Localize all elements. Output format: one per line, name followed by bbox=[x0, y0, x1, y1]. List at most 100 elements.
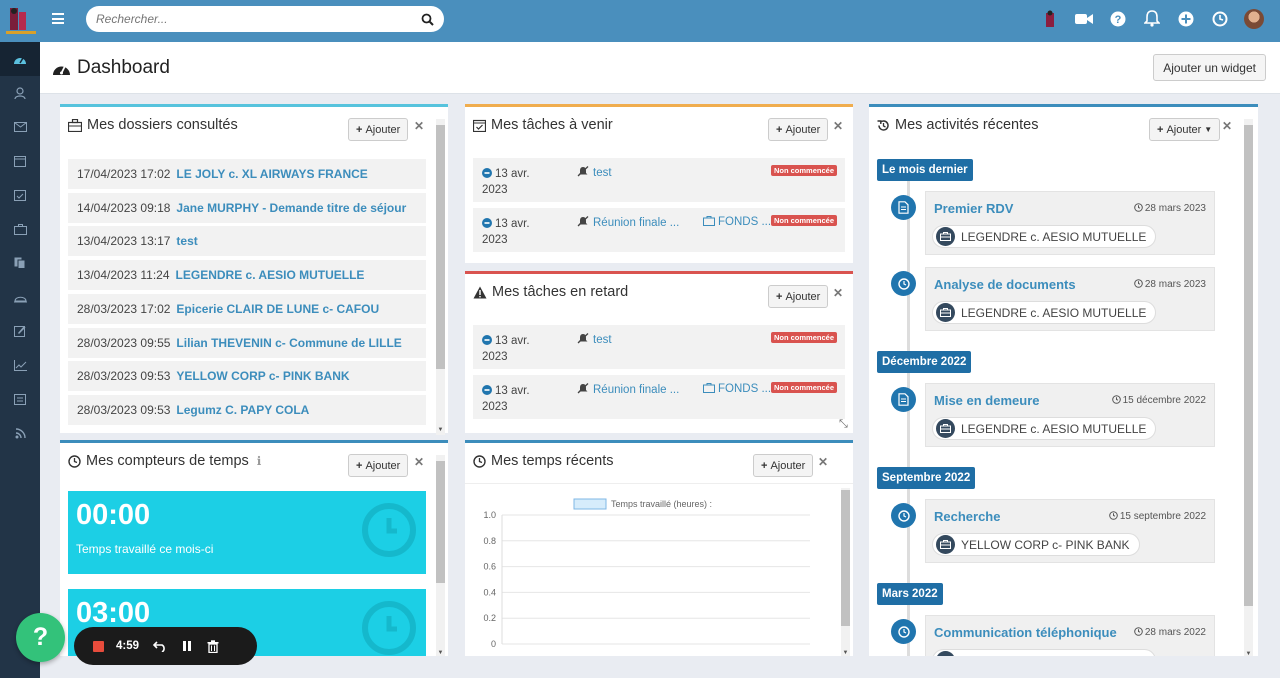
activity-title[interactable]: Communication téléphonique bbox=[934, 625, 1117, 640]
sidebar-item-tasks[interactable] bbox=[0, 178, 40, 212]
task-case-link[interactable]: FONDS ... bbox=[703, 216, 771, 228]
close-icon[interactable]: ✕ bbox=[414, 119, 425, 133]
task-link[interactable]: Réunion finale ... bbox=[577, 216, 679, 229]
add-button[interactable]: + Ajouter bbox=[768, 285, 829, 308]
help-button[interactable]: ? bbox=[16, 613, 65, 662]
sidebar-item-list[interactable] bbox=[0, 382, 40, 416]
case-link[interactable]: Epicerie CLAIR DE LUNE c- CAFOU bbox=[176, 301, 380, 316]
pause-icon[interactable] bbox=[181, 640, 193, 652]
menu-toggle-icon[interactable] bbox=[52, 13, 64, 24]
sidebar-item-stats[interactable] bbox=[0, 348, 40, 382]
caret-down-icon: ▼ bbox=[1204, 125, 1213, 134]
case-link[interactable]: Legumz C. PAPY COLA bbox=[176, 402, 310, 417]
sidebar-item-notes[interactable] bbox=[0, 314, 40, 348]
stop-record-icon[interactable] bbox=[93, 640, 104, 652]
mascot-icon[interactable] bbox=[1039, 8, 1060, 29]
activity-title[interactable]: Recherche bbox=[934, 509, 1001, 524]
scrollbar[interactable]: ▼ bbox=[436, 119, 445, 435]
add-button[interactable]: + Ajouter bbox=[348, 118, 409, 141]
scrollbar-thumb[interactable] bbox=[436, 461, 445, 583]
close-icon[interactable]: ✕ bbox=[818, 455, 829, 469]
task-link[interactable]: test bbox=[577, 333, 612, 346]
activity-title[interactable]: Mise en demeure bbox=[934, 393, 1040, 408]
task-link[interactable]: Réunion finale ... bbox=[577, 383, 679, 396]
add-widget-button[interactable]: Ajouter un widget bbox=[1153, 54, 1266, 81]
activity-case-chip[interactable]: LEGENDRE c. AESIO MUTUELLE bbox=[932, 649, 1157, 656]
task-date-text: 13 avr. 2023 bbox=[482, 218, 530, 246]
status-badge: Non commencée bbox=[770, 332, 837, 343]
activity-date: 15 décembre 2022 bbox=[1111, 395, 1206, 406]
resize-handle-icon[interactable]: ⤡ bbox=[839, 418, 848, 430]
app-logo[interactable] bbox=[4, 5, 38, 37]
case-link[interactable]: test bbox=[176, 234, 198, 249]
scroll-down-arrow-icon[interactable]: ▼ bbox=[1245, 651, 1252, 656]
page-title: Dashboard bbox=[52, 57, 170, 79]
add-button[interactable]: + Ajouter bbox=[348, 454, 409, 477]
scrollbar[interactable]: ▼ bbox=[1244, 119, 1253, 656]
activity-date-text: 28 mars 2023 bbox=[1144, 279, 1206, 290]
recent-case-row: 28/03/2023 09:53 YELLOW CORP c- PINK BANK bbox=[68, 361, 426, 392]
search-icon[interactable] bbox=[421, 13, 434, 26]
activity-case-chip[interactable]: LEGENDRE c. AESIO MUTUELLE bbox=[932, 225, 1157, 248]
task-date: 13 avr. 2023 bbox=[482, 333, 542, 365]
task-date: 13 avr. 2023 bbox=[482, 216, 542, 248]
panel-recent-times: Mes temps récents + Ajouter ✕ 1.0 0.8 0.6 0.… bbox=[465, 440, 853, 656]
case-link[interactable]: YELLOW CORP c- PINK BANK bbox=[176, 369, 350, 384]
scroll-down-arrow-icon[interactable]: ▼ bbox=[437, 427, 444, 433]
scrollbar-thumb[interactable] bbox=[841, 490, 850, 626]
activity-title[interactable]: Analyse de documents bbox=[934, 277, 1076, 292]
scroll-down-arrow-icon[interactable]: ▼ bbox=[437, 650, 444, 656]
scrollbar-thumb[interactable] bbox=[436, 125, 445, 369]
sidebar-item-calendar[interactable] bbox=[0, 144, 40, 178]
sidebar-item-dashboard[interactable] bbox=[0, 42, 40, 76]
trash-icon[interactable] bbox=[207, 639, 219, 653]
activity-case-chip[interactable]: LEGENDRE c. AESIO MUTUELLE bbox=[932, 301, 1157, 324]
close-icon[interactable]: ✕ bbox=[414, 455, 425, 469]
case-link[interactable]: Jane MURPHY - Demande titre de séjour bbox=[176, 200, 407, 215]
scrollbar[interactable]: ▼ bbox=[436, 455, 445, 656]
sidebar-item-feed[interactable] bbox=[0, 416, 40, 450]
task-date-text: 13 avr. 2023 bbox=[482, 385, 530, 413]
case-link[interactable]: Lilian THEVENIN c- Commune de LILLE bbox=[176, 335, 402, 350]
info-icon[interactable]: ℹ bbox=[256, 454, 262, 468]
task-case-link[interactable]: FONDS ... bbox=[703, 383, 771, 395]
close-icon[interactable]: ✕ bbox=[833, 119, 844, 133]
scrollbar[interactable]: ▼ bbox=[841, 488, 850, 656]
plus-icon: + bbox=[356, 459, 363, 472]
scroll-down-arrow-icon[interactable]: ▼ bbox=[842, 650, 849, 656]
close-icon[interactable]: ✕ bbox=[1222, 119, 1233, 133]
add-circle-icon[interactable] bbox=[1175, 8, 1196, 29]
add-dropdown-button[interactable]: + Ajouter ▼ bbox=[1149, 118, 1221, 141]
close-icon[interactable]: ✕ bbox=[833, 286, 844, 300]
activity-title[interactable]: Premier RDV bbox=[934, 201, 1014, 216]
scrollbar-thumb[interactable] bbox=[1244, 125, 1253, 606]
task-link[interactable]: test bbox=[577, 166, 612, 179]
minus-circle-icon bbox=[482, 335, 492, 345]
clock-icon[interactable] bbox=[1209, 8, 1230, 29]
calendar-check-icon bbox=[473, 119, 486, 132]
briefcase-icon bbox=[936, 419, 955, 438]
activity-case-chip[interactable]: YELLOW CORP c- PINK BANK bbox=[932, 533, 1140, 556]
sidebar-item-mail[interactable] bbox=[0, 110, 40, 144]
video-camera-icon[interactable] bbox=[1073, 8, 1094, 29]
case-link[interactable]: LEGENDRE c. AESIO MUTUELLE bbox=[175, 268, 365, 283]
activity-case-chip[interactable]: LEGENDRE c. AESIO MUTUELLE bbox=[932, 417, 1157, 440]
case-link[interactable]: LE JOLY c. XL AIRWAYS FRANCE bbox=[176, 167, 368, 181]
briefcase-icon bbox=[936, 227, 955, 246]
help-circle-icon[interactable]: ? bbox=[1107, 8, 1128, 29]
add-button[interactable]: + Ajouter bbox=[753, 454, 814, 477]
case-date: 28/03/2023 09:53 bbox=[77, 402, 171, 417]
time-counter-card: 00:00 Temps travaillé ce mois-ci bbox=[68, 491, 426, 574]
user-avatar[interactable] bbox=[1243, 8, 1264, 29]
sidebar-item-documents[interactable] bbox=[0, 246, 40, 280]
timeline-month-label: Mars 2022 bbox=[877, 583, 943, 605]
clock-icon bbox=[1111, 395, 1121, 404]
activity-date-text: 28 mars 2023 bbox=[1144, 203, 1206, 214]
sidebar-item-billing[interactable] bbox=[0, 280, 40, 314]
sidebar-item-cases[interactable] bbox=[0, 212, 40, 246]
search-input[interactable] bbox=[96, 12, 421, 26]
sidebar-item-contacts[interactable] bbox=[0, 76, 40, 110]
undo-icon[interactable] bbox=[153, 640, 167, 652]
add-button[interactable]: + Ajouter bbox=[768, 118, 829, 141]
bell-icon[interactable] bbox=[1141, 8, 1162, 29]
